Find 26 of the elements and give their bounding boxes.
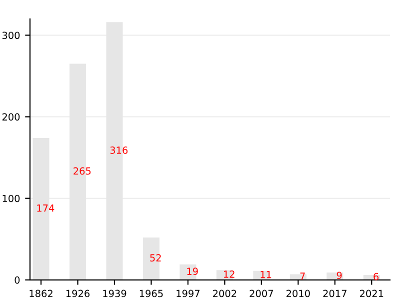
x-tick-label: 2021 [360,290,384,298]
data-label: 316 [110,146,128,154]
x-tick-label: 2010 [286,290,310,298]
bar [142,237,160,280]
x-tick-label: 2002 [213,290,236,298]
y-tick-label: 200 [2,113,20,121]
y-tick-label: 100 [2,194,20,202]
x-tick-label: 2017 [323,290,346,298]
data-label: 265 [74,167,91,175]
data-label: 12 [224,270,234,278]
data-label: 19 [187,268,198,275]
x-tick-label: 1862 [30,290,52,298]
y-tick-label: 300 [2,32,20,40]
x-tick-label: 1926 [66,290,90,298]
x-tick-label: 1965 [140,290,163,298]
data-label: 7 [300,272,305,280]
x-tick-label: 1997 [176,290,200,298]
data-label: 6 [374,272,379,280]
data-label: 11 [260,271,272,278]
data-label: 174 [37,204,54,212]
bar [290,274,306,280]
y-tick-label: 0 [14,276,20,284]
x-tick-label: 1939 [103,290,126,298]
data-label: 9 [336,272,342,280]
x-tick-label: 2007 [250,290,273,298]
data-label: 52 [150,254,161,262]
